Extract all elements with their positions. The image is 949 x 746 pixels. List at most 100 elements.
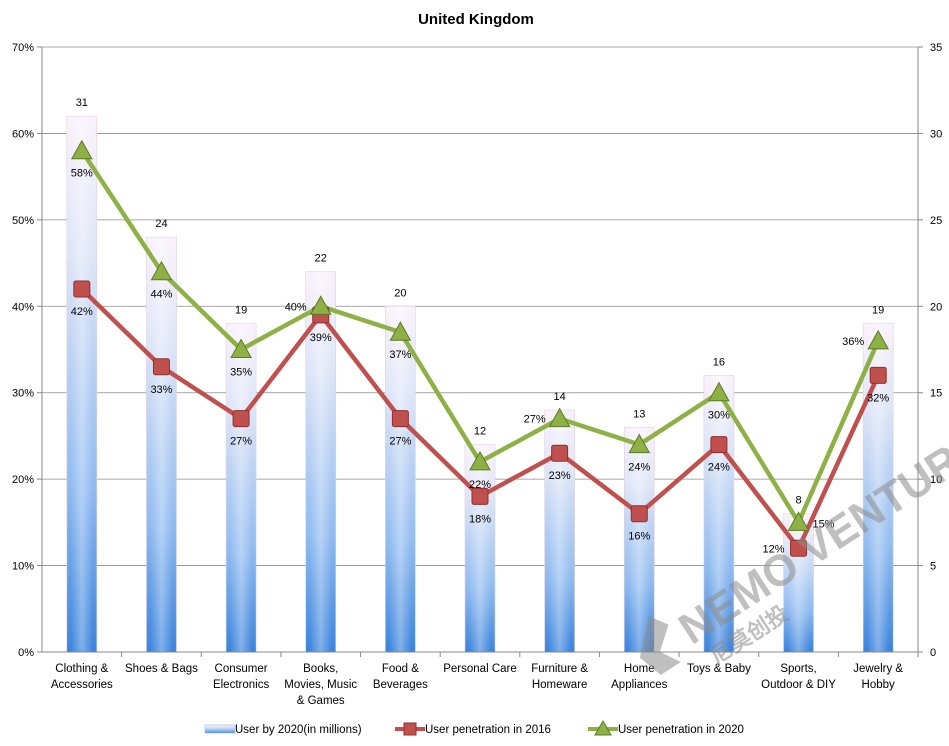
x-tick-label: Movies, Music	[284, 679, 357, 691]
bar-value-label: 8	[795, 495, 801, 507]
point-2020-label: 27%	[524, 414, 546, 426]
x-tick-label: Outdoor & DIY	[761, 679, 836, 691]
y-left-tick-label: 50%	[12, 215, 34, 227]
y-right-tick-label: 25	[930, 215, 942, 227]
bar-highlight	[70, 116, 93, 652]
legend-label: User penetration in 2016	[425, 724, 551, 736]
point-2020	[389, 321, 412, 341]
x-tick-label: Food &	[382, 663, 419, 675]
point-2020	[70, 139, 93, 160]
legend-marker-triangle	[594, 719, 612, 736]
x-tick-label: Home	[624, 663, 655, 675]
y-left-tick-label: 40%	[12, 301, 34, 313]
bar-highlight	[469, 444, 491, 652]
y-right-tick-label: 35	[930, 42, 942, 54]
y-left-tick-label: 60%	[12, 128, 34, 140]
point-2016-label: 39%	[310, 332, 332, 344]
point-2020	[787, 511, 810, 531]
point-2016-label: 33%	[150, 384, 172, 396]
point-2020	[628, 433, 651, 454]
bar-highlight	[230, 323, 253, 652]
bar-value-label: 16	[713, 356, 725, 368]
point-2020-label: 15%	[813, 518, 835, 530]
point-2016-label: 23%	[549, 470, 571, 482]
bar-value-label: 24	[155, 218, 167, 230]
bar-value-label: 13	[633, 408, 645, 420]
x-tick-label: Shoes & Bags	[125, 663, 198, 675]
point-2020	[309, 295, 332, 315]
y-left-tick-label: 70%	[12, 42, 34, 54]
point-2020-label: 36%	[842, 336, 864, 348]
watermark: NEMO VENTURES 尼莫创投	[639, 404, 949, 676]
y-right-tick-label: 15	[930, 388, 942, 400]
bar-value-label: 12	[474, 426, 486, 438]
bar-highlight	[628, 427, 651, 652]
point-2016	[152, 358, 170, 376]
x-tick-label: Homeware	[532, 679, 588, 691]
point-2016-label: 24%	[708, 462, 730, 474]
point-2020-label: 24%	[628, 462, 650, 474]
y-right-tick-label: 10	[930, 474, 942, 486]
bar-value-label: 14	[554, 391, 566, 403]
point-2016	[232, 410, 250, 428]
y-left-tick-label: 30%	[12, 388, 34, 400]
point-2020-label: 58%	[71, 168, 93, 180]
point-2016	[551, 444, 569, 462]
bar-value-label: 31	[76, 97, 88, 109]
x-tick-label: Hobby	[862, 679, 895, 691]
y-left-tick-label: 10%	[12, 561, 34, 573]
x-tick-label: Consumer	[215, 663, 268, 675]
legend-swatch-bar	[204, 724, 236, 734]
bar-highlight	[548, 410, 571, 652]
point-2020	[230, 338, 252, 358]
point-2020-label: 30%	[708, 410, 730, 422]
point-2016-label: 18%	[469, 513, 491, 525]
point-2016	[869, 366, 887, 384]
y-right-tick-label: 5	[930, 561, 936, 573]
watermark-logo-icon	[639, 616, 681, 676]
y-right-tick-label: 0	[930, 647, 936, 659]
point-2016-label: 32%	[867, 392, 889, 404]
point-2020	[469, 450, 491, 471]
x-tick-label: Accessories	[51, 679, 113, 691]
point-2016-label: 12%	[763, 543, 785, 555]
point-2016-label: 27%	[230, 436, 252, 448]
point-2016	[471, 487, 489, 505]
point-2016	[710, 436, 728, 454]
x-tick-label: Beverages	[373, 679, 428, 691]
bar-value-label: 20	[394, 287, 406, 299]
x-tick-label: Sports,	[780, 663, 816, 675]
y-right-tick-label: 20	[930, 301, 942, 313]
point-2020-label: 37%	[389, 349, 411, 361]
x-tick-label: Furniture &	[531, 663, 588, 675]
point-2020	[548, 407, 571, 428]
point-2016-label: 27%	[389, 436, 411, 448]
point-2020-label: 40%	[285, 301, 307, 313]
point-2020	[150, 260, 173, 281]
y-left-tick-label: 20%	[12, 474, 34, 486]
x-tick-label: Appliances	[611, 679, 668, 691]
point-2016-label: 16%	[628, 531, 650, 543]
legend-label: User penetration in 2020	[618, 724, 744, 736]
y-right-tick-label: 30	[930, 128, 942, 140]
point-2016	[790, 539, 808, 557]
y-left-tick-label: 0%	[18, 647, 34, 659]
legend-label: User by 2020(in millions)	[235, 724, 362, 736]
bar-highlight	[150, 237, 173, 652]
chart-title: United Kingdom	[418, 11, 534, 28]
x-tick-label: & Games	[297, 695, 345, 707]
legend: User by 2020(in millions) User penetratio…	[204, 719, 744, 736]
x-tick-label: Books,	[303, 663, 338, 675]
x-tick-label: Electronics	[213, 679, 269, 691]
point-2020	[708, 381, 730, 402]
x-tick-label: Clothing &	[55, 663, 108, 675]
point-2016	[391, 410, 409, 428]
bar-value-label: 19	[872, 305, 884, 317]
legend-marker-square	[403, 722, 417, 736]
bar-highlight	[389, 306, 412, 652]
point-2020-label: 44%	[150, 289, 172, 301]
point-2020-label: 22%	[469, 479, 491, 491]
point-2020-label: 35%	[230, 367, 252, 379]
